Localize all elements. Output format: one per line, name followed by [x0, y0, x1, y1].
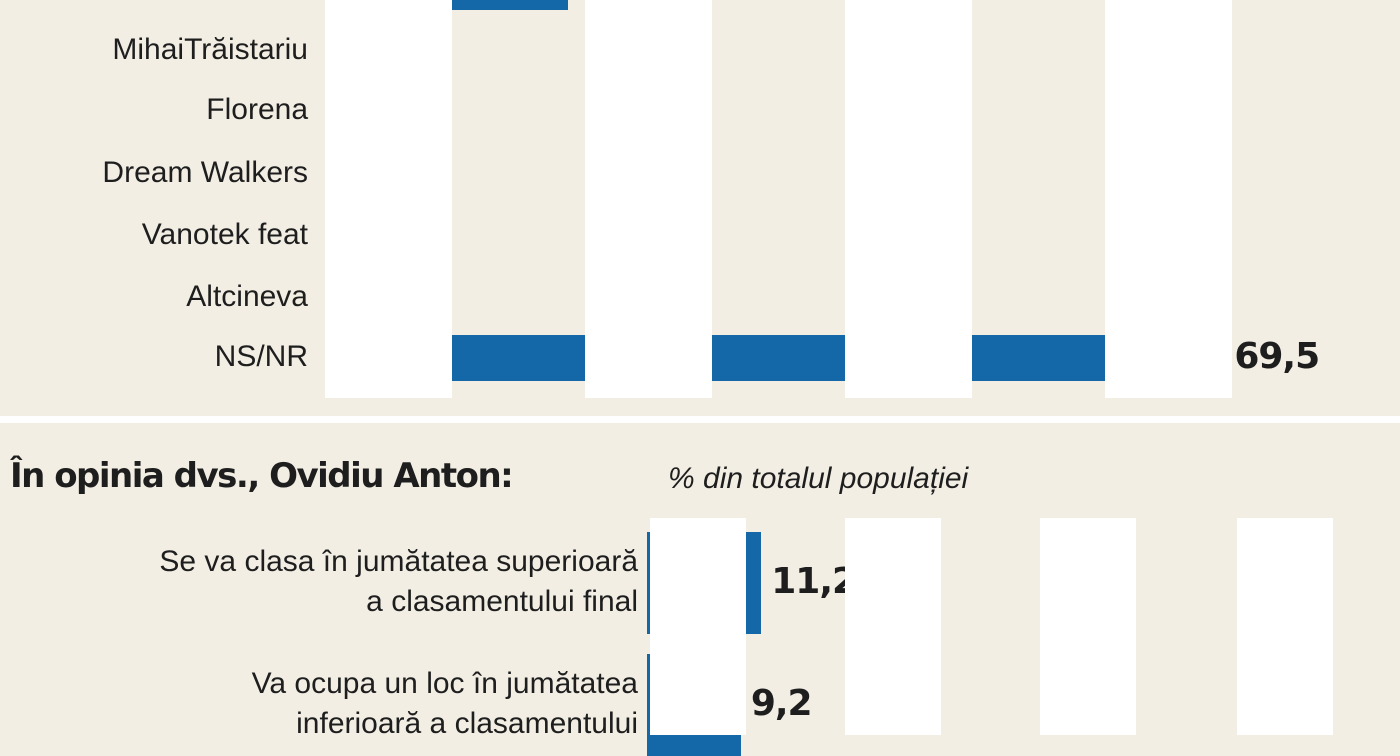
grid-stripe [1040, 518, 1136, 735]
category-label: Va ocupa un loc în jumătatea [251, 667, 638, 700]
value-label: 11,2 [771, 561, 857, 602]
value-label: 9,2 [750, 683, 813, 724]
category-label: Ovidiu Anton [138, 0, 308, 4]
category-label: Vanotek feat [141, 218, 308, 251]
chart-title: În opinia dvs., Ovidiu Anton: [10, 456, 514, 496]
category-label: a clasamentului final [366, 585, 638, 618]
grid-stripe [650, 518, 746, 735]
category-label: Altcineva [186, 280, 308, 313]
grid-stripe [325, 0, 452, 398]
divider [0, 416, 1400, 423]
category-label: inferioară a clasamentului [296, 707, 638, 740]
grid-stripe [845, 0, 972, 398]
grid-stripe [1237, 518, 1333, 735]
category-label: Florena [206, 93, 308, 126]
category-label: NS/NR [214, 340, 308, 373]
grid-stripe [585, 0, 712, 398]
grid-stripe [845, 518, 941, 735]
category-label: Se va clasa în jumătatea superioară [159, 545, 638, 578]
chart-subtitle: % din totalul populației [668, 462, 969, 495]
value-label: 69,5 [1234, 336, 1320, 377]
bar [325, 335, 1225, 381]
category-label: Dream Walkers [102, 156, 308, 189]
grid-stripe [1105, 0, 1232, 398]
category-label: MihaiTrăistariu [112, 33, 308, 66]
